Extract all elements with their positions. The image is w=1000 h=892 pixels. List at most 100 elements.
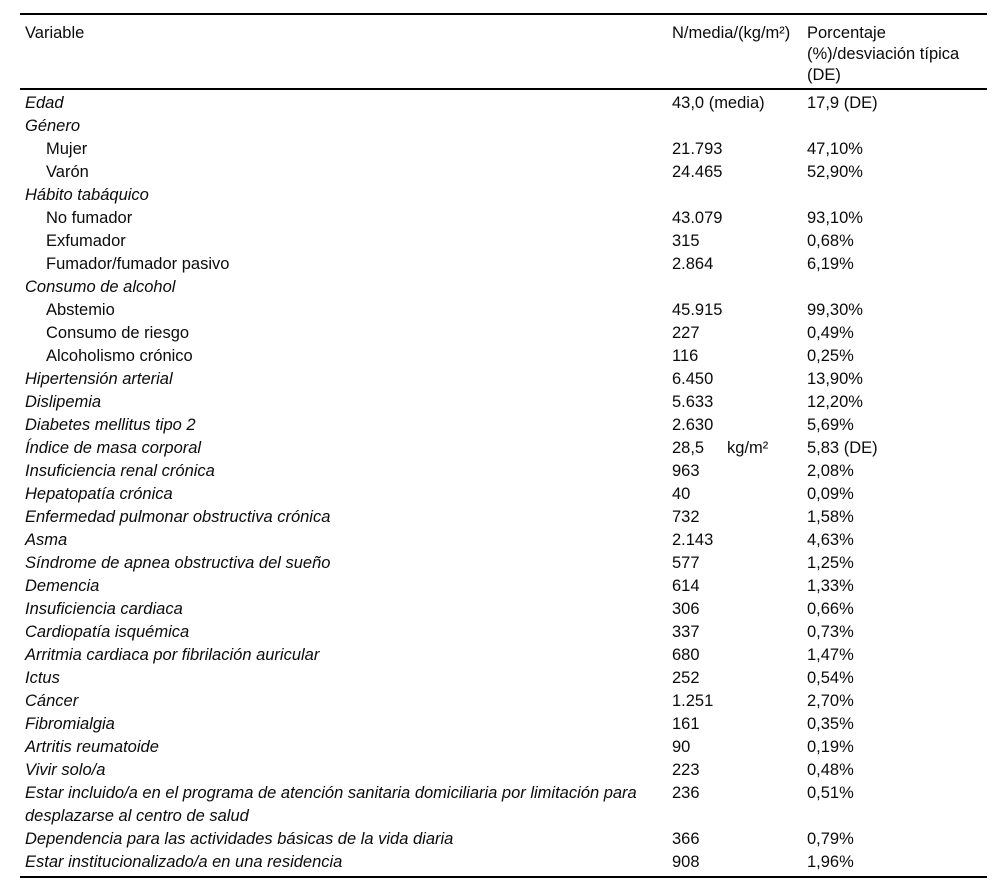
row-pct-value: 12,20% <box>807 393 863 411</box>
row-label: Índice de masa corporal <box>25 439 202 457</box>
row-label: Dislipemia <box>25 393 102 411</box>
row-pct-value: 13,90% <box>807 370 863 388</box>
row-n-value: 5.633 <box>672 393 714 411</box>
row-n-value: 2.630 <box>672 416 714 434</box>
row-n-value: 680 <box>672 646 700 664</box>
row-label: Hipertensión arterial <box>25 370 173 388</box>
row-label: Consumo de alcohol <box>25 278 176 296</box>
row-pct-value: 0,48% <box>807 761 854 779</box>
row-n-value: 2.143 <box>672 531 714 549</box>
row-pct-value <box>807 184 987 207</box>
row-n-value: 43.079 <box>672 209 723 227</box>
row-n-value: 227 <box>672 324 700 342</box>
row-label: Edad <box>25 94 64 112</box>
row-label: Ictus <box>25 669 60 687</box>
table-row: Enfermedad pulmonar obstructiva crónica … <box>20 506 987 529</box>
row-pct-value: 4,63% <box>807 531 854 549</box>
table-row: Consumo de alcohol <box>20 276 987 299</box>
row-pct-value: 0,35% <box>807 715 854 733</box>
row-n-value: 45.915 <box>672 301 723 319</box>
table-header-row: Variable N/media/(kg/m²) Porcentaje (%)/… <box>20 15 987 90</box>
row-pct-value: 0,49% <box>807 324 854 342</box>
row-pct-value <box>807 276 987 299</box>
row-label: Fibromialgia <box>25 715 115 733</box>
table-row: Demencia 614 1,33% <box>20 575 987 598</box>
row-pct-value: 0,54% <box>807 669 854 687</box>
table-row: Cardiopatía isquémica 337 0,73% <box>20 621 987 644</box>
table-row: Estar institucionalizado/a en una reside… <box>20 851 987 874</box>
row-n-value: 306 <box>672 600 700 618</box>
row-pct-value: 0,51% <box>807 784 854 802</box>
table-row: Arritmia cardiaca por fibrilación auricu… <box>20 644 987 667</box>
row-label: Género <box>25 117 81 135</box>
row-n-value: 6.450 <box>672 370 714 388</box>
row-pct-value: 1,58% <box>807 508 854 526</box>
table-row: Artritis reumatoide 90 0,19% <box>20 736 987 759</box>
table-row: Varón 24.465 52,90% <box>20 161 987 184</box>
table-row: Ictus 252 0,54% <box>20 667 987 690</box>
table-row: Dependencia para las actividades básicas… <box>20 828 987 851</box>
row-pct-value: 17,9 (DE) <box>807 94 878 112</box>
row-label: Varón <box>46 163 89 181</box>
row-n-value: 2.864 <box>672 255 714 273</box>
table-row: Dislipemia 5.633 12,20% <box>20 391 987 414</box>
row-label: Asma <box>25 531 68 549</box>
row-label: Hábito tabáquico <box>25 186 149 204</box>
row-label: Fumador/fumador pasivo <box>46 255 230 273</box>
row-pct-value: 0,09% <box>807 485 854 503</box>
row-n-value: 577 <box>672 554 700 572</box>
row-label: Alcoholismo crónico <box>46 347 193 365</box>
header-porcentaje: Porcentaje (%)/desviación típica (DE) <box>807 24 960 84</box>
row-label: Insuficiencia cardiaca <box>25 600 183 618</box>
row-n-value: 963 <box>672 462 700 480</box>
table-body: Edad 43,0 (media) 17,9 (DE) Género Mujer… <box>20 90 987 876</box>
row-pct-value: 93,10% <box>807 209 863 227</box>
row-pct-value: 0,79% <box>807 830 854 848</box>
row-pct-value: 1,33% <box>807 577 854 595</box>
row-pct-value: 0,66% <box>807 600 854 618</box>
row-label: Vivir solo/a <box>25 761 106 779</box>
table-row: Vivir solo/a 223 0,48% <box>20 759 987 782</box>
table-row: Estar incluido/a en el programa de atenc… <box>20 782 987 828</box>
row-pct-value: 0,25% <box>807 347 854 365</box>
row-label: Cardiopatía isquémica <box>25 623 190 641</box>
row-label: Exfumador <box>46 232 126 250</box>
row-pct-value: 52,90% <box>807 163 863 181</box>
row-label: Demencia <box>25 577 100 595</box>
row-label: Abstemio <box>46 301 115 319</box>
table-row: Hepatopatía crónica 40 0,09% <box>20 483 987 506</box>
table-row: No fumador 43.079 93,10% <box>20 207 987 230</box>
table-row: Mujer 21.793 47,10% <box>20 138 987 161</box>
row-pct-value: 0,68% <box>807 232 854 250</box>
table-row: Fumador/fumador pasivo 2.864 6,19% <box>20 253 987 276</box>
table-row: Edad 43,0 (media) 17,9 (DE) <box>20 92 987 115</box>
row-pct-value: 5,83 (DE) <box>807 439 878 457</box>
row-label: Diabetes mellitus tipo 2 <box>25 416 196 434</box>
row-n-value: 21.793 <box>672 140 723 158</box>
table-row: Abstemio 45.915 99,30% <box>20 299 987 322</box>
row-n-value: 614 <box>672 577 700 595</box>
table-row: Diabetes mellitus tipo 2 2.630 5,69% <box>20 414 987 437</box>
row-label: Consumo de riesgo <box>46 324 190 342</box>
table-row: Género <box>20 115 987 138</box>
table-row: Índice de masa corporal 28,5 kg/m² 5,83 … <box>20 437 987 460</box>
row-pct-value: 5,69% <box>807 416 854 434</box>
row-n-value: 223 <box>672 761 700 779</box>
table-row: Exfumador 315 0,68% <box>20 230 987 253</box>
row-n-value: 43,0 (media) <box>672 94 765 112</box>
header-variable: Variable <box>25 24 85 42</box>
row-pct-value: 2,08% <box>807 462 854 480</box>
row-n-value: 90 <box>672 738 691 756</box>
row-pct-value: 0,19% <box>807 738 854 756</box>
row-n-value <box>672 115 807 138</box>
row-n-value: 366 <box>672 830 700 848</box>
row-n-value <box>672 184 807 207</box>
table-row: Alcoholismo crónico 116 0,25% <box>20 345 987 368</box>
table-row: Insuficiencia cardiaca 306 0,66% <box>20 598 987 621</box>
row-pct-value <box>807 115 987 138</box>
table-row: Asma 2.143 4,63% <box>20 529 987 552</box>
table-row: Consumo de riesgo 227 0,49% <box>20 322 987 345</box>
row-n-value: 116 <box>672 347 699 365</box>
row-pct-value: 1,96% <box>807 853 854 871</box>
